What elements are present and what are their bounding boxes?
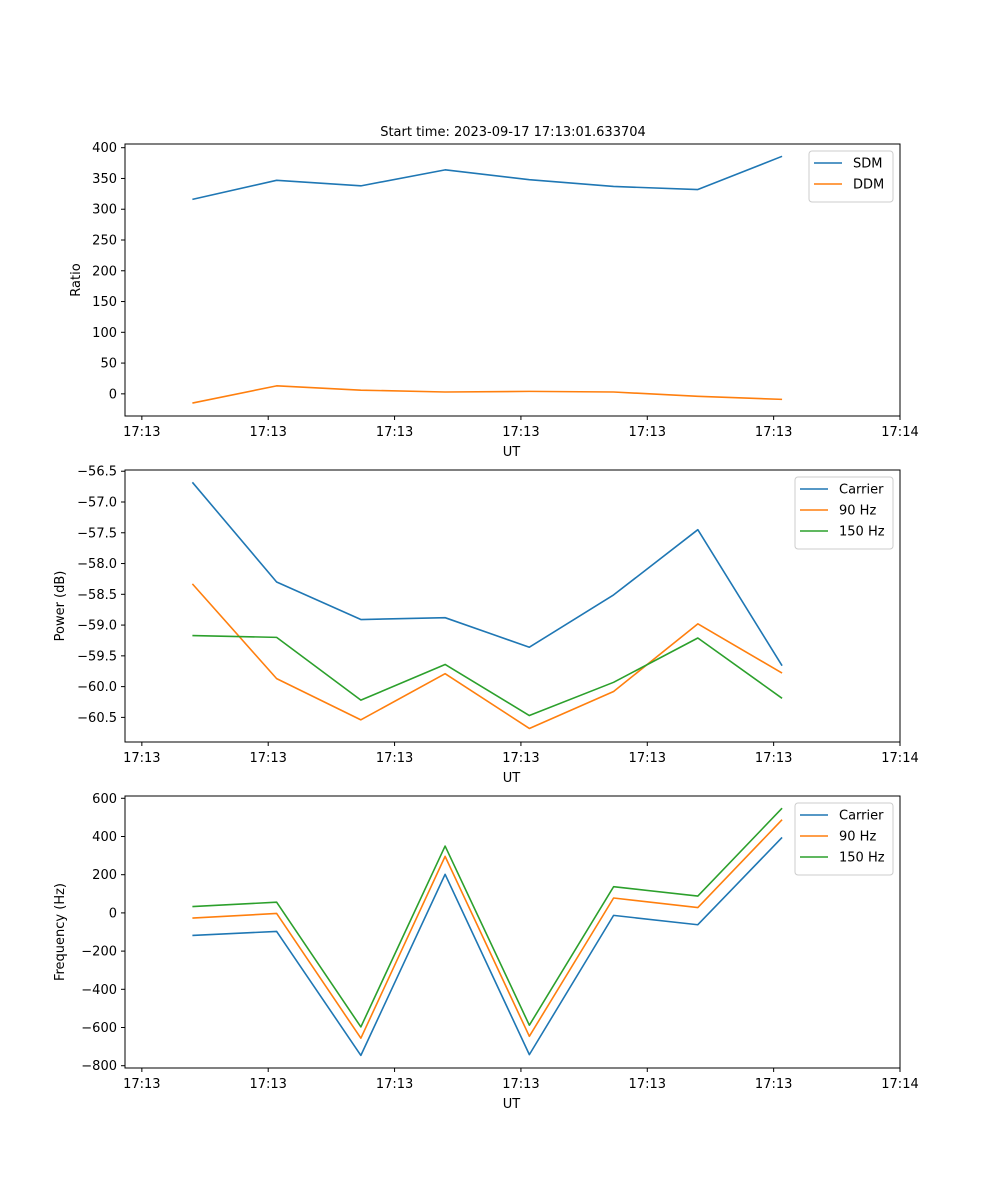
power-legend-label: 90 Hz bbox=[839, 504, 876, 519]
power-x-tick-label: 17:13 bbox=[502, 751, 539, 766]
power-series-90-hz bbox=[191, 583, 783, 730]
frequency-x-tick-label: 17:13 bbox=[376, 1077, 413, 1092]
ratio-x-tick-label: 17:13 bbox=[249, 425, 286, 440]
ratio-y-tick-label: 350 bbox=[92, 172, 117, 187]
ratio-series-sdm bbox=[192, 155, 783, 201]
power-x-tick-label: 17:13 bbox=[755, 751, 792, 766]
frequency-y-axis-label: Frequency (Hz) bbox=[53, 883, 68, 981]
ratio-y-tick-label: 50 bbox=[100, 357, 117, 372]
ratio-y-tick-label: 100 bbox=[92, 326, 117, 341]
ratio-legend: SDM DDM bbox=[808, 150, 894, 203]
power-x-tick-label: 17:14 bbox=[881, 751, 918, 766]
power-legend-label: 150 Hz bbox=[839, 525, 885, 540]
ratio-x-tick-label: 17:13 bbox=[502, 425, 539, 440]
power-legend: Carrier 90 Hz 150 Hz bbox=[794, 476, 894, 550]
power-y-tick-label: −60.0 bbox=[77, 680, 117, 695]
frequency-series-90-hz bbox=[192, 819, 783, 1039]
frequency-x-tick-label: 17:14 bbox=[881, 1077, 918, 1092]
ratio-x-tick-label: 17:14 bbox=[881, 425, 918, 440]
frequency-y-tick-label: −200 bbox=[81, 945, 117, 960]
power-x-axis-label: UT bbox=[503, 771, 521, 786]
power-x-tick-label: 17:13 bbox=[376, 751, 413, 766]
frequency-x-tick-label: 17:13 bbox=[249, 1077, 286, 1092]
ratio-y-tick-label: 200 bbox=[92, 264, 117, 279]
frequency-legend-label: Carrier bbox=[839, 809, 884, 824]
frequency-axes-frame bbox=[124, 795, 901, 1069]
power-y-axis-label: Power (dB) bbox=[53, 571, 68, 642]
frequency-legend: Carrier 90 Hz 150 Hz bbox=[794, 802, 894, 876]
power-y-tick-label: −58.0 bbox=[77, 557, 117, 572]
power-y-tick-label: −60.5 bbox=[77, 711, 117, 726]
frequency-x-tick-label: 17:13 bbox=[629, 1077, 666, 1092]
frequency-y-tick-label: 0 bbox=[109, 906, 117, 921]
power-y-tick-label: −56.5 bbox=[77, 465, 117, 480]
frequency-y-tick-label: −600 bbox=[81, 1021, 117, 1036]
frequency-panel: 17:13 17:13 17:13 17:13 17:13 17:13 17:14 −800 −… bbox=[53, 792, 919, 1112]
frequency-x-tick-label: 17:13 bbox=[502, 1077, 539, 1092]
frequency-x-tick-label: 17:13 bbox=[123, 1077, 160, 1092]
ratio-x-axis-label: UT bbox=[503, 445, 521, 460]
frequency-x-axis-label: UT bbox=[503, 1097, 521, 1112]
chart-title: Start time: 2023-09-17 17:13:01.633704 bbox=[380, 125, 646, 140]
frequency-legend-label: 90 Hz bbox=[839, 830, 876, 845]
ratio-legend-label: DDM bbox=[853, 178, 884, 193]
frequency-y-tick-label: −400 bbox=[81, 983, 117, 998]
frequency-x-tick-label: 17:13 bbox=[755, 1077, 792, 1092]
frequency-y-tick-label: −800 bbox=[81, 1059, 117, 1074]
power-y-tick-label: −58.5 bbox=[77, 588, 117, 603]
power-y-tick-label: −59.5 bbox=[77, 649, 117, 664]
ratio-x-tick-label: 17:13 bbox=[755, 425, 792, 440]
ratio-legend-label: SDM bbox=[853, 157, 882, 172]
power-y-tick-label: −59.0 bbox=[77, 619, 117, 634]
ratio-series-ddm bbox=[192, 385, 783, 404]
ratio-x-tick-label: 17:13 bbox=[376, 425, 413, 440]
ratio-y-tick-label: 150 bbox=[92, 295, 117, 310]
ratio-y-axis-label: Ratio bbox=[69, 263, 84, 296]
ratio-y-tick-label: 400 bbox=[92, 141, 117, 156]
ratio-y-tick-label: 250 bbox=[92, 234, 117, 249]
power-panel: 17:13 17:13 17:13 17:13 17:13 17:13 17:14 −60.5… bbox=[53, 465, 919, 786]
power-x-tick-label: 17:13 bbox=[249, 751, 286, 766]
power-x-tick-label: 17:13 bbox=[123, 751, 160, 766]
frequency-y-tick-label: 400 bbox=[92, 830, 117, 845]
ratio-panel: 17:13 17:13 17:13 17:13 17:13 17:13 17:14 0 50 10… bbox=[69, 141, 919, 460]
power-series-150-hz bbox=[192, 634, 783, 717]
power-y-tick-label: −57.5 bbox=[77, 526, 117, 541]
frequency-legend-label: 150 Hz bbox=[839, 851, 885, 866]
power-legend-label: Carrier bbox=[839, 483, 884, 498]
ratio-x-tick-label: 17:13 bbox=[123, 425, 160, 440]
power-y-tick-label: −57.0 bbox=[77, 496, 117, 511]
ratio-y-tick-label: 300 bbox=[92, 203, 117, 218]
ratio-axes-frame bbox=[124, 143, 901, 417]
frequency-y-tick-label: 600 bbox=[92, 792, 117, 807]
frequency-series-150-hz bbox=[192, 807, 783, 1028]
power-axes-frame bbox=[124, 469, 901, 743]
ratio-y-tick-label: 0 bbox=[109, 387, 117, 402]
frequency-y-tick-label: 200 bbox=[92, 868, 117, 883]
power-series-carrier bbox=[191, 481, 783, 667]
ratio-x-tick-label: 17:13 bbox=[629, 425, 666, 440]
power-x-tick-label: 17:13 bbox=[629, 751, 666, 766]
frequency-series-carrier bbox=[192, 836, 783, 1057]
